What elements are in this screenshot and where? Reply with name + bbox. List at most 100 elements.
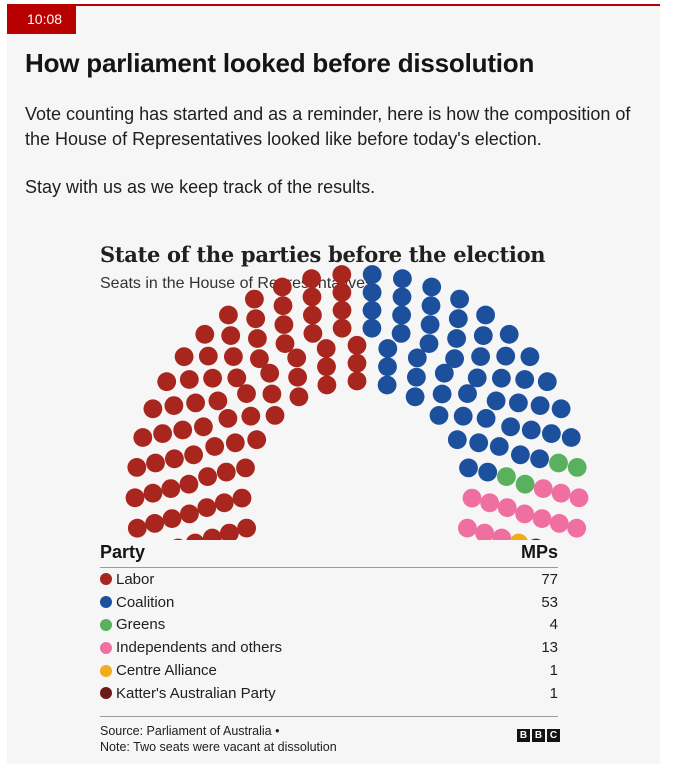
seat-dot <box>332 318 352 338</box>
legend-row: Centre Alliance 1 <box>100 659 558 682</box>
seat-dot <box>288 367 307 387</box>
seat-dot <box>275 334 295 353</box>
legend-party: Independents and others <box>100 639 282 656</box>
seat-dot <box>362 300 382 320</box>
legend-color-dot <box>100 687 112 700</box>
legend-header-mps: MPs <box>520 542 558 562</box>
seat-dot <box>143 483 163 503</box>
seat-dot <box>332 265 352 284</box>
seat-dot <box>274 315 294 334</box>
seat-dot <box>194 417 213 437</box>
seat-dot <box>180 504 199 524</box>
seat-dot <box>530 396 550 415</box>
legend-row: Coalition 53 <box>100 591 558 614</box>
seat-dot <box>184 445 204 465</box>
legend-table: Party MPs Labor 77 Coalition 53 Greens 4 Indep… <box>100 542 558 705</box>
parliament-seat-diagram <box>125 265 589 540</box>
legend-party: Labor <box>100 571 154 588</box>
seat-dot <box>219 305 238 325</box>
seat-dot <box>197 498 217 517</box>
seat-dot <box>489 437 509 456</box>
seat-dot <box>186 393 206 413</box>
post-paragraph-1: Vote counting has started and as a remin… <box>25 104 631 149</box>
seat-dot <box>445 349 464 369</box>
seat-dot <box>530 449 549 469</box>
seat-dot <box>434 363 454 383</box>
seat-dot <box>221 326 241 345</box>
seat-dot <box>476 305 495 325</box>
seat-dot <box>478 462 498 482</box>
seat-dot <box>332 283 352 302</box>
timestamp-badge: 10:08 <box>7 6 77 34</box>
seat-dot <box>173 538 184 540</box>
seat-dot <box>497 467 516 486</box>
seat-dot <box>143 399 163 419</box>
post-paragraph-2: Stay with us as we keep track of the res… <box>25 177 376 197</box>
seat-dot <box>492 528 512 540</box>
seat-dot <box>208 391 228 411</box>
seat-dot <box>420 315 440 334</box>
legend-row: Labor 77 <box>100 568 558 591</box>
seat-dot <box>218 409 238 428</box>
seat-dot <box>347 371 367 391</box>
seat-dot <box>520 347 540 367</box>
legend-party: Centre Alliance <box>100 662 217 679</box>
seat-dot <box>186 533 205 540</box>
legend-color-dot <box>100 573 112 586</box>
seat-dot <box>561 428 581 447</box>
seat-dot <box>246 309 266 329</box>
seat-dot <box>173 420 193 440</box>
seat-dot <box>480 493 500 513</box>
legend-party-mps: 1 <box>549 662 558 680</box>
legend-party-name: Labor <box>116 570 155 588</box>
seat-dot <box>476 409 496 428</box>
seat-dot <box>174 347 194 367</box>
parliament-chart: State of the parties before the election… <box>25 220 645 760</box>
seat-dot <box>532 509 552 528</box>
seat-dot <box>127 518 147 538</box>
seat-dot <box>515 504 534 524</box>
legend-party-mps: 53 <box>541 593 558 611</box>
seat-dot <box>496 346 516 366</box>
legend-color-dot <box>100 641 112 654</box>
legend-party-name: Greens <box>116 616 166 634</box>
live-post-card: 10:08 How parliament looked before disso… <box>7 4 660 764</box>
seat-dot <box>458 518 477 538</box>
seat-dot <box>260 363 280 383</box>
seat-dot <box>469 433 489 453</box>
legend-header-party: Party <box>100 542 146 562</box>
legend-party-name: Independents and others <box>116 639 282 657</box>
seat-dot <box>133 428 153 447</box>
legend-party: Coalition <box>100 594 174 611</box>
seat-dot <box>551 399 571 419</box>
legend-party-name: Katter's Australian Party <box>116 684 276 702</box>
seat-dot <box>362 318 382 338</box>
seat-dot <box>422 277 442 297</box>
seat-dot <box>509 533 528 540</box>
chart-footer: Source: Parliament of Australia • Note: … <box>100 716 560 755</box>
seat-dot <box>237 384 256 403</box>
legend-color-dot <box>100 664 112 677</box>
seat-dot <box>241 406 261 426</box>
seat-dot <box>459 458 478 478</box>
seat-dot <box>262 384 282 404</box>
seat-dot <box>227 368 247 388</box>
seat-dot <box>511 445 530 465</box>
seat-dot <box>198 467 218 486</box>
legend-color-dot <box>100 618 112 631</box>
seat-dot <box>567 518 587 538</box>
seat-dot <box>216 462 236 482</box>
seat-dot <box>530 538 541 540</box>
seat-dot <box>232 488 252 508</box>
seat-dot <box>289 387 309 407</box>
seat-dot <box>453 406 473 426</box>
seat-dot <box>272 277 292 297</box>
seat-dot <box>247 430 267 450</box>
seat-dot <box>198 346 218 366</box>
seat-dot <box>567 458 587 477</box>
seat-dot <box>347 353 367 373</box>
seat-dot <box>161 479 181 498</box>
seat-dot <box>419 334 439 353</box>
legend-party-mps: 13 <box>541 639 558 657</box>
seat-dot <box>421 296 441 316</box>
